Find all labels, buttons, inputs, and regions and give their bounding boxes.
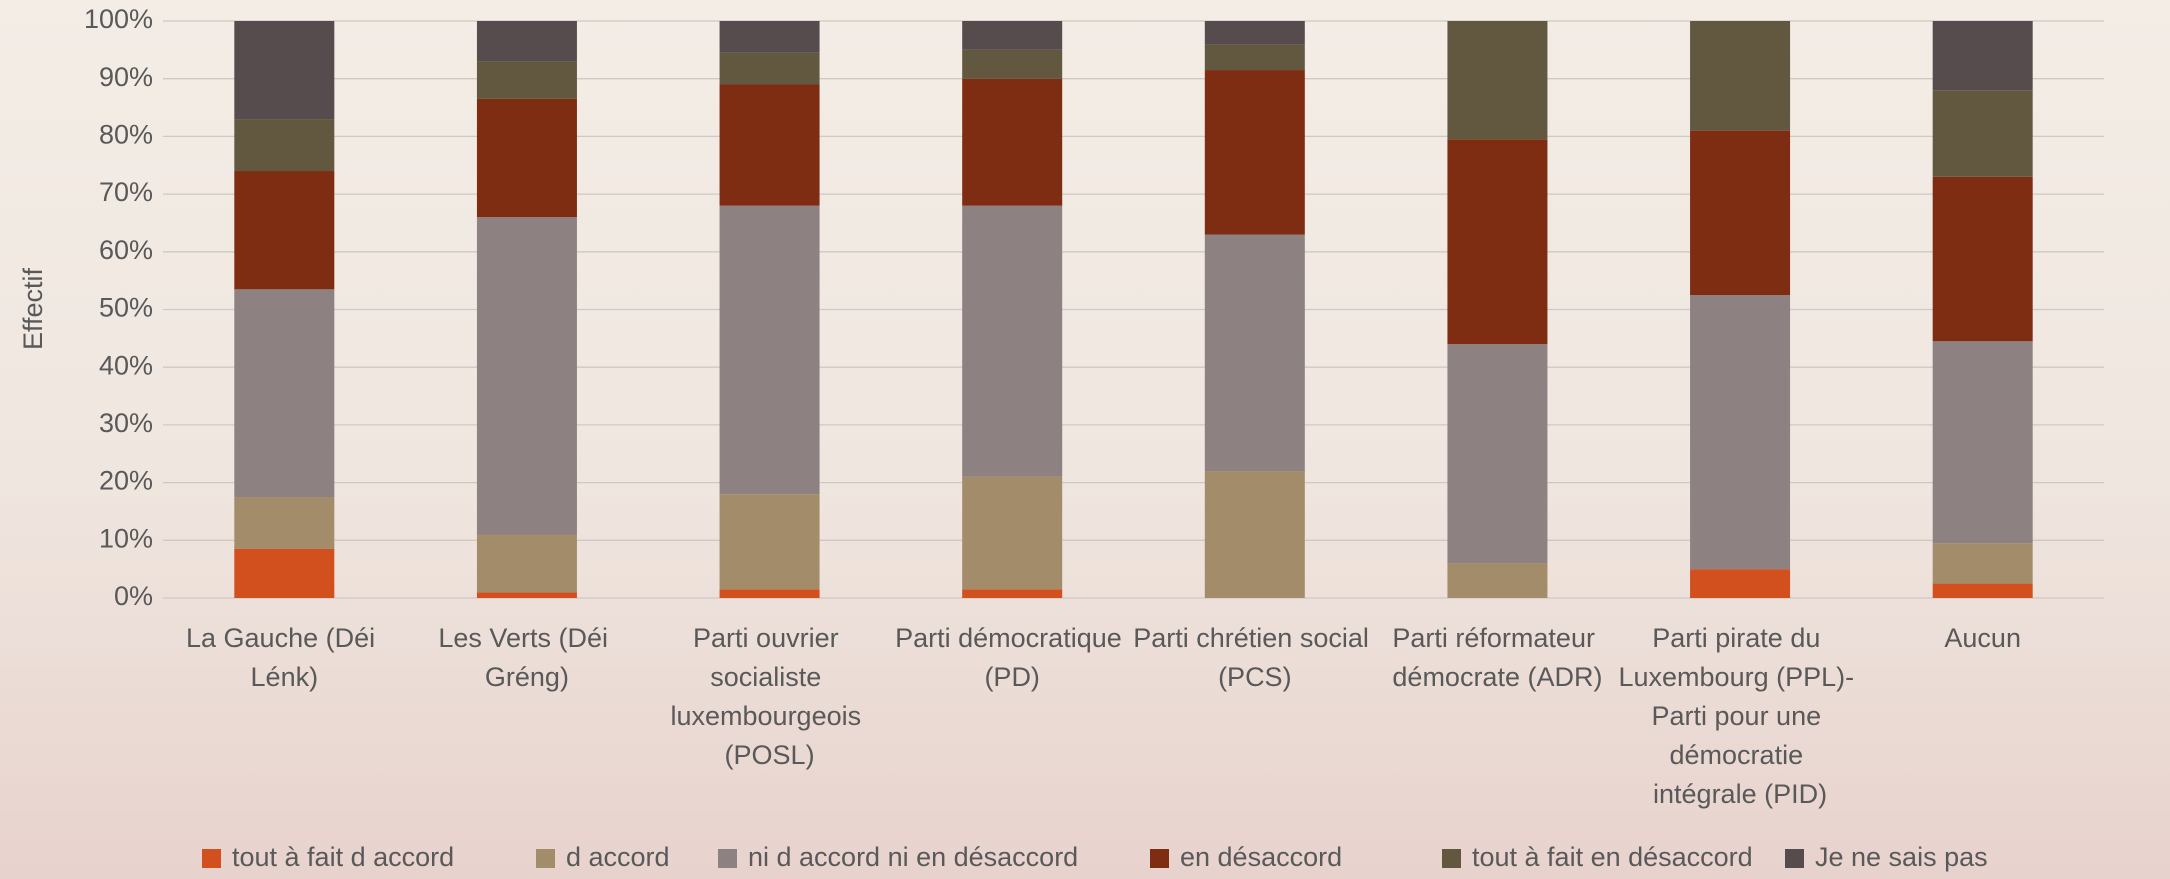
legend-swatch [536, 849, 555, 868]
bar-segment [719, 205, 820, 495]
bar-segment [476, 21, 577, 62]
bar-segment [719, 21, 820, 53]
y-tick-label: 50% [99, 293, 153, 323]
y-tick-label: 100% [84, 4, 153, 34]
bar-segment [1690, 21, 1791, 131]
y-axis-label: Effectif [18, 267, 48, 350]
bar-segment [476, 217, 577, 535]
legend-label: tout à fait en désaccord [1472, 842, 1753, 872]
bar-segment [234, 171, 335, 290]
bar-segment [962, 205, 1063, 477]
y-tick-label: 70% [99, 177, 153, 207]
bar-segment [476, 98, 577, 218]
x-tick-label: Aucun [1944, 623, 2021, 653]
y-tick-label: 30% [99, 408, 153, 438]
bar-segment [1932, 341, 2033, 544]
bar-segment [476, 534, 577, 593]
bar-segment [234, 119, 335, 172]
y-tick-label: 10% [99, 523, 153, 553]
bar-segment [719, 84, 820, 206]
bar-segment [1204, 471, 1305, 598]
legend-label: ni d accord ni en désaccord [748, 842, 1078, 872]
legend-swatch [202, 849, 221, 868]
bar-segment [1447, 344, 1548, 564]
x-tick-label: Parti pirate du Luxembourg (PPL)- Parti … [1619, 623, 1862, 809]
bar-segment [962, 589, 1063, 598]
bar-segment [962, 21, 1063, 50]
legend-swatch [1785, 849, 1804, 868]
x-tick-label: La Gauche (Déi Lénk) [186, 623, 383, 692]
bar-segment [719, 494, 820, 590]
bar-segment [1932, 21, 2033, 91]
bar-segment [719, 589, 820, 598]
bar-segment [234, 548, 335, 598]
y-tick-label: 20% [99, 466, 153, 496]
bar-segment [1204, 21, 1305, 45]
legend-label: en désaccord [1180, 842, 1342, 872]
y-tick-label: 90% [99, 62, 153, 92]
bar-segment [1690, 130, 1791, 296]
bar-segment [962, 476, 1063, 590]
legend-label: d accord [566, 842, 670, 872]
bar-segment [962, 49, 1063, 79]
legend-swatch [1150, 849, 1169, 868]
y-tick-label: 0% [114, 581, 153, 611]
bar-segment [1932, 90, 2033, 177]
bar-segment [1690, 569, 1791, 598]
y-tick-label: 40% [99, 350, 153, 380]
x-tick-label: Parti chrétien social (PCS) [1133, 623, 1376, 692]
bar-segment [1204, 234, 1305, 472]
bar-segment [234, 21, 335, 120]
legend-label: Je ne sais pas [1815, 842, 1988, 872]
bar-segment [476, 592, 577, 598]
bar-segment [1204, 70, 1305, 235]
bar-segment [1932, 176, 2033, 342]
x-tick-label: Les Verts (Déi Gréng) [438, 623, 615, 692]
bar-segment [1447, 563, 1548, 598]
y-tick-label: 60% [99, 235, 153, 265]
bar-segment [1447, 21, 1548, 140]
bar-segment [1932, 543, 2033, 584]
bar-segment [1447, 139, 1548, 345]
y-tick-label: 80% [99, 120, 153, 150]
bar-segment [234, 497, 335, 549]
bar-segment [234, 289, 335, 498]
bar-segment [719, 52, 820, 85]
x-tick-label: Parti ouvrier socialiste luxembourgeois … [671, 623, 869, 770]
bar-segment [1204, 44, 1305, 71]
legend-swatch [1442, 849, 1461, 868]
bar-segment [1690, 295, 1791, 570]
legend-label: tout à fait d accord [232, 842, 454, 872]
x-tick-label: Parti démocratique (PD) [895, 623, 1129, 692]
x-tick-label: Parti réformateur démocrate (ADR) [1392, 623, 1602, 692]
legend-swatch [718, 849, 737, 868]
bar-segment [1932, 583, 2033, 598]
bar-segment [962, 78, 1063, 206]
bar-segment [476, 61, 577, 99]
